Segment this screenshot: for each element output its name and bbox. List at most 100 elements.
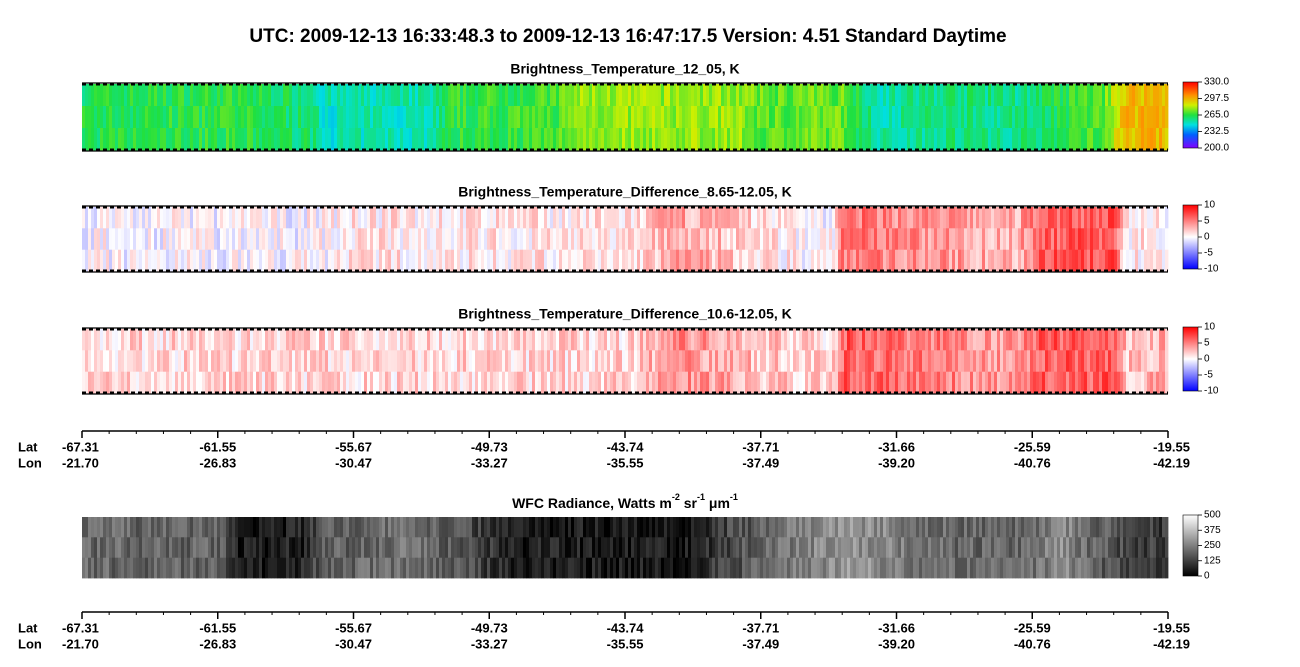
pixel-strip [298,557,302,579]
pixel-strip [1057,517,1061,538]
pixel-strip [1165,537,1169,558]
pixel-strip [1078,106,1082,129]
pixel-strip [418,84,422,107]
lat-label: Lat [18,620,38,635]
pixel-strip [169,228,173,250]
pixel-strip [607,537,611,558]
pixel-strip [1111,537,1115,558]
pixel-strip [571,249,575,272]
pixel-strip [625,537,629,558]
pixel-strip [994,517,998,538]
pixel-strip [958,371,962,394]
pixel-strip [142,371,146,394]
pixel-strip [553,84,557,107]
pixel-strip [160,371,164,394]
pixel-strip [1117,371,1121,394]
pixel-strip [724,557,728,579]
pixel-strip [124,371,128,394]
pixel-strip [1036,329,1040,351]
pixel-strip [592,557,596,579]
pixel-strip [622,557,626,579]
pixel-strip [526,329,530,351]
pixel-strip [757,517,761,538]
pixel-strip [625,84,629,107]
pixel-strip [325,537,329,558]
pixel-strip [85,517,89,538]
pixel-strip [178,128,182,151]
pixel-strip [511,249,515,272]
pixel-strip [415,517,419,538]
pixel-strip [157,128,161,151]
pixel-strip [943,84,947,107]
pixel-strip [970,537,974,558]
pixel-strip [1054,249,1058,272]
pixel-strip [436,207,440,229]
pixel-strip [97,350,101,372]
pixel-strip [787,371,791,394]
pixel-strip [1159,557,1163,579]
pixel-strip [1069,128,1073,151]
colorbar-tick-label: 265.0 [1204,110,1229,121]
pixel-strip [181,517,185,538]
pixel-strip [1114,517,1118,538]
pixel-strip [352,371,356,394]
pixel-strip [439,228,443,250]
pixel-strip [1120,371,1124,394]
pixel-strip [673,207,677,229]
pixel-strip [748,249,752,272]
pixel-strip [628,84,632,107]
pixel-strip [556,537,560,558]
pixel-strip [721,84,725,107]
pixel-strip [739,228,743,250]
pixel-strip [937,128,941,151]
pixel-strip [247,350,251,372]
pixel-strip [358,517,362,538]
pixel-strip [1132,517,1136,538]
pixel-strip [1123,249,1127,272]
pixel-strip [133,84,137,107]
pixel-strip [604,371,608,394]
pixel-strip [169,557,173,579]
pixel-strip [379,106,383,129]
pixel-strip [349,84,353,107]
pixel-strip [1015,207,1019,229]
pixel-strip [109,128,113,151]
pixel-strip [598,249,602,272]
pixel-strip [961,537,965,558]
pixel-strip [244,228,248,250]
pixel-strip [958,350,962,372]
pixel-strip [289,228,293,250]
pixel-strip [229,350,233,372]
pixel-strip [493,249,497,272]
pixel-strip [697,228,701,250]
pixel-strip [1126,207,1130,229]
pixel-strip [85,537,89,558]
pixel-strip [142,537,146,558]
pixel-strip [88,249,92,272]
pixel-strip [721,106,725,129]
pixel-strip [283,249,287,272]
pixel-strip [1042,371,1046,394]
pixel-strip [1072,350,1076,372]
pixel-strip [241,84,245,107]
pixel-strip [1018,537,1022,558]
pixel-strip [1063,371,1067,394]
pixel-strip [316,84,320,107]
pixel-strip [964,228,968,250]
pixel-strip [343,249,347,272]
pixel-strip [265,249,269,272]
pixel-strip [466,371,470,394]
pixel-strip [103,517,107,538]
pixel-strip [199,371,203,394]
pixel-strip [439,329,443,351]
pixel-strip [922,557,926,579]
pixel-strip [1048,228,1052,250]
pixel-strip [340,329,344,351]
pixel-strip [1102,537,1106,558]
pixel-strip [88,371,92,394]
pixel-strip [235,228,239,250]
pixel-strip [685,557,689,579]
pixel-strip [1015,537,1019,558]
pixel-strip [1045,350,1049,372]
pixel-strip [622,228,626,250]
